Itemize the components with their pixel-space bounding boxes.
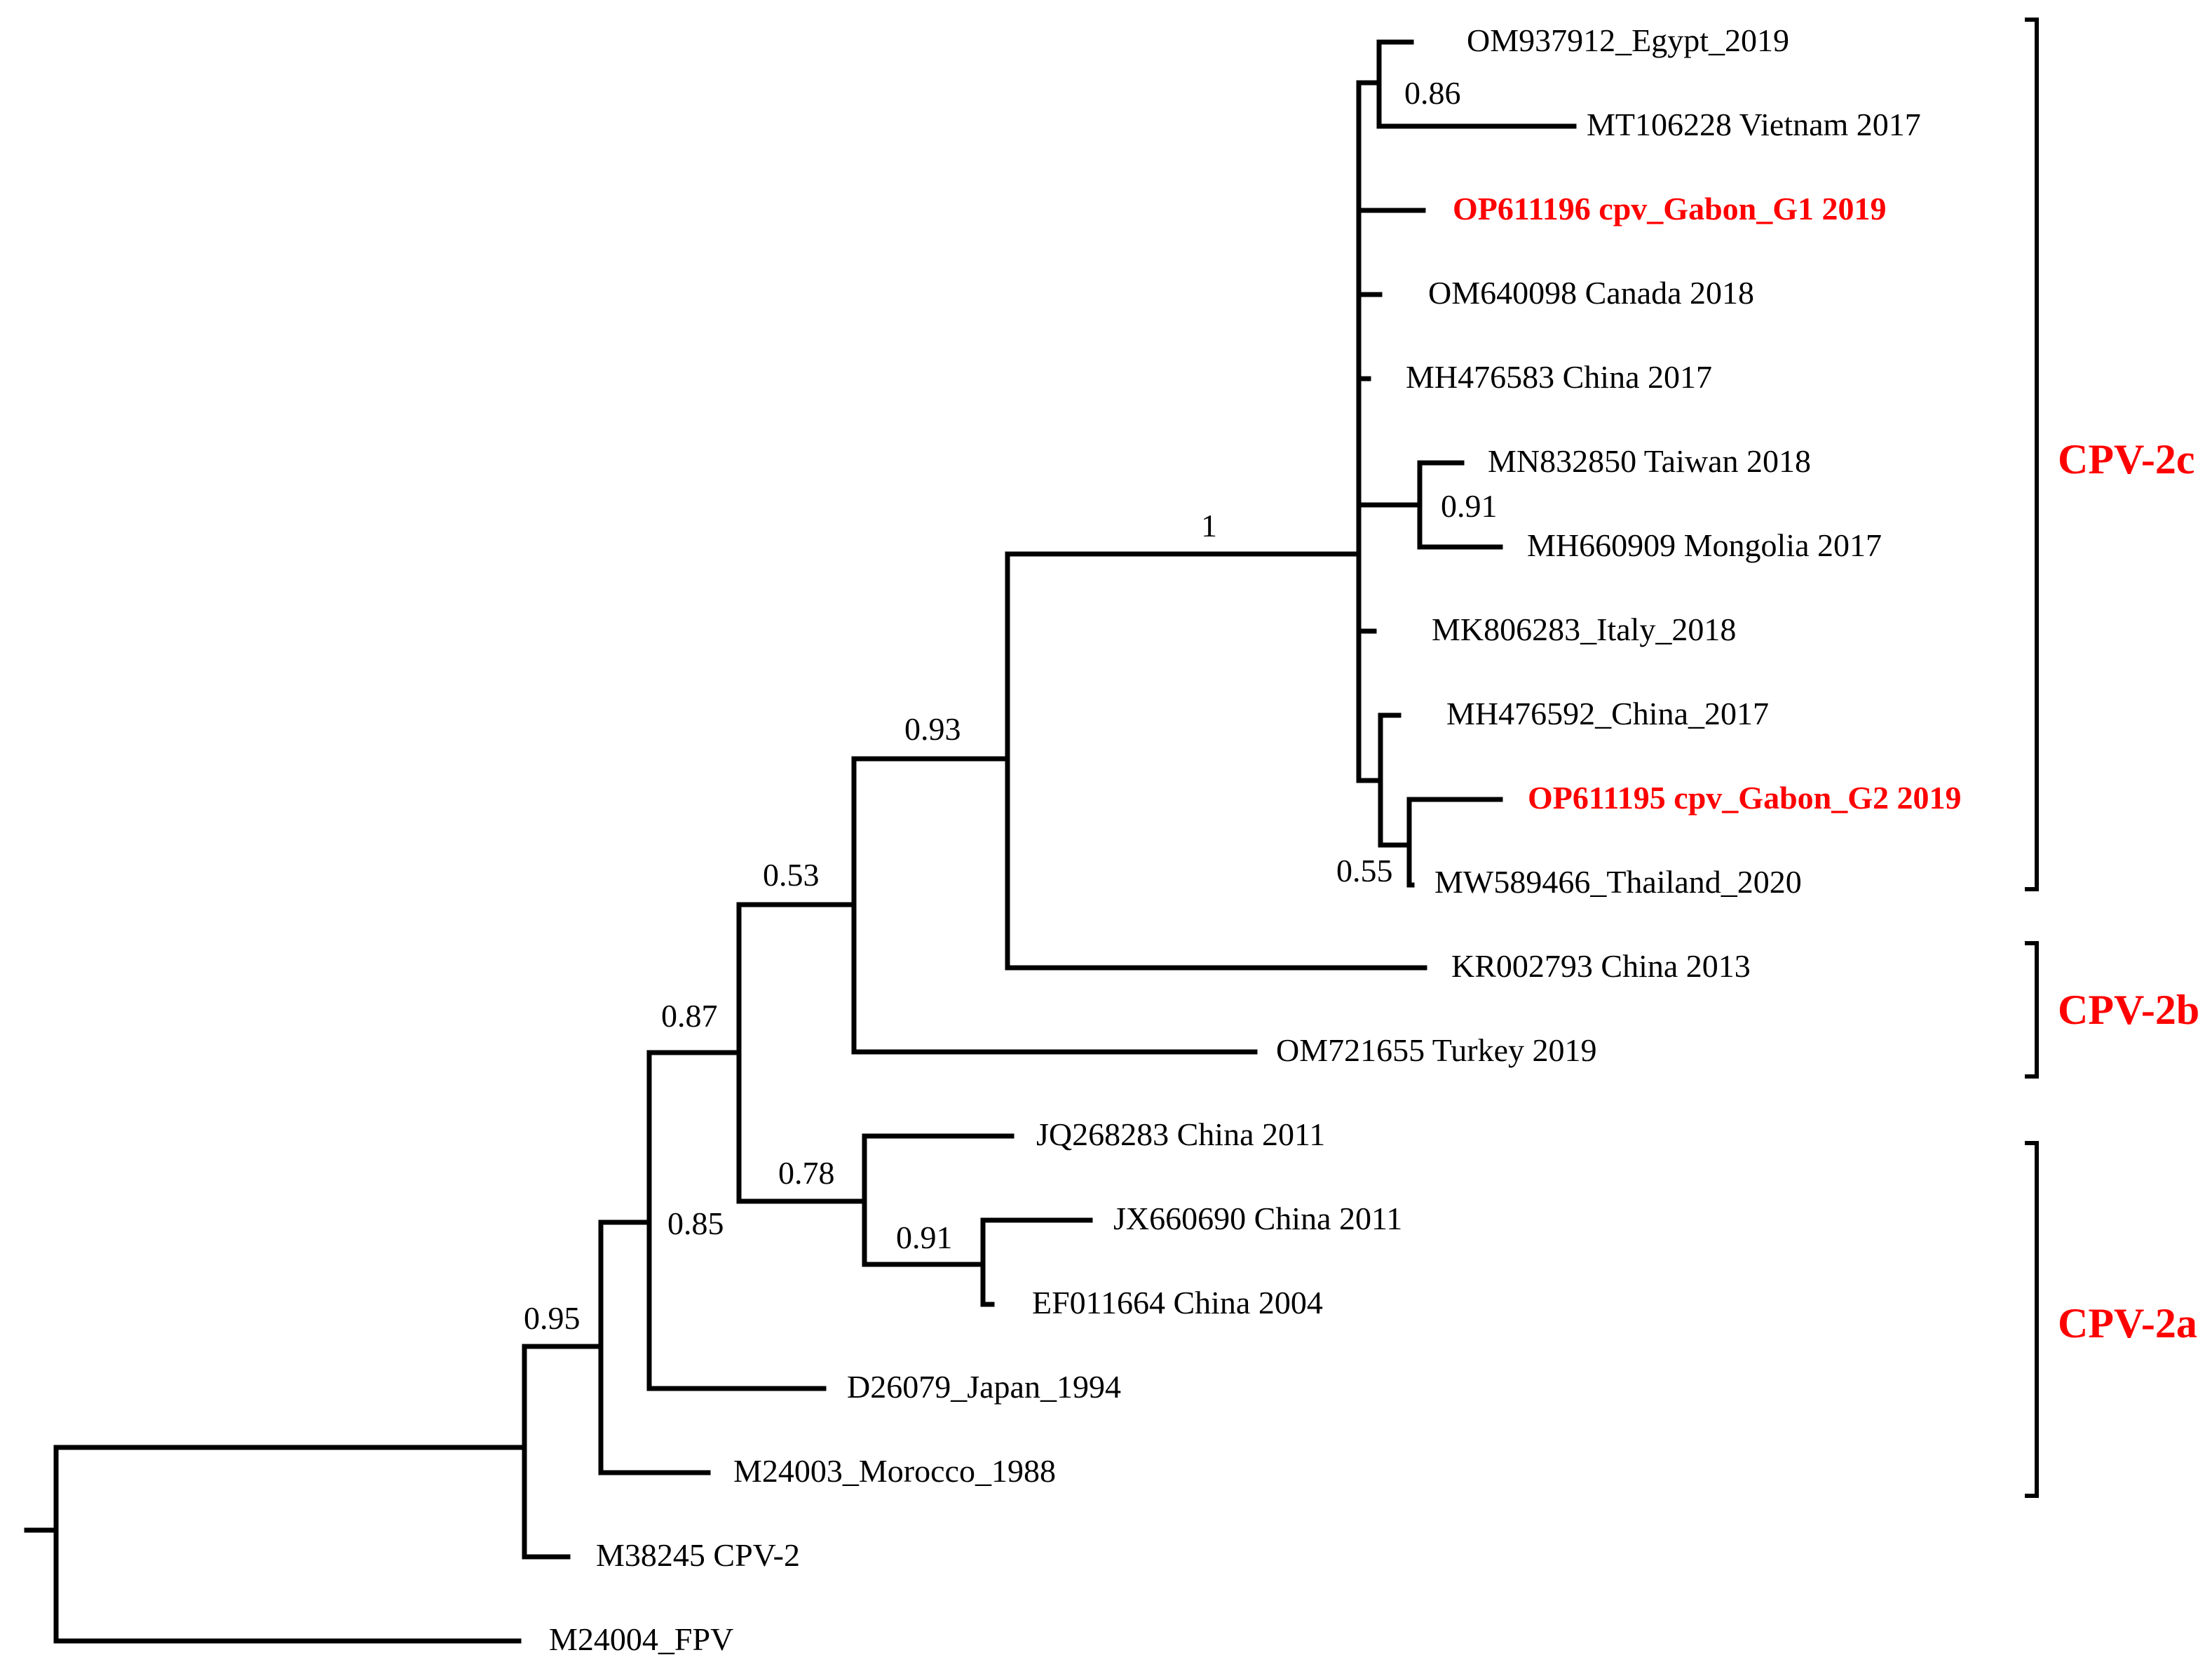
support-value: 0.91: [1441, 488, 1498, 524]
leaf-label: MT106228 Vietnam 2017: [1587, 107, 1921, 142]
leaf-label: OM721655 Turkey 2019: [1276, 1032, 1597, 1068]
leaf-label: D26079_Japan_1994: [847, 1369, 1121, 1405]
clade-labels: CPV-2c CPV-2b CPV-2a: [2058, 436, 2199, 1346]
leaf-label: JQ268283 China 2011: [1036, 1116, 1325, 1152]
leaf-label: EF011664 China 2004: [1032, 1285, 1323, 1320]
tree-branches: [24, 39, 1577, 1644]
support-value: 0.85: [667, 1205, 724, 1241]
leaf-label: M24003_Morocco_1988: [733, 1453, 1056, 1489]
bracket-cpv-2c: [2025, 18, 2039, 891]
clade-brackets: [2025, 18, 2039, 1498]
leaf-label-highlight: OP611195 cpv_Gabon_G2 2019: [1528, 780, 1962, 816]
leaf-label: KR002793 China 2013: [1451, 948, 1751, 984]
leaf-label: M38245 CPV-2: [596, 1537, 800, 1573]
leaf-label: MW589466_Thailand_2020: [1434, 864, 1802, 900]
clade-label-cpv-2a: CPV-2a: [2058, 1300, 2197, 1346]
bracket-cpv-2a: [2025, 1141, 2039, 1498]
clade-label-cpv-2b: CPV-2b: [2058, 987, 2199, 1033]
leaf-label: MK806283_Italy_2018: [1432, 612, 1736, 647]
support-value: 0.53: [763, 857, 820, 893]
support-values: 0.86 0.91 0.55 1 0.93 0.53 0.87 0.78 0.9…: [524, 75, 1498, 1336]
leaf-label: MH476583 China 2017: [1406, 359, 1712, 395]
leaf-label: OM937912_Egypt_2019: [1467, 22, 1789, 58]
support-value: 0.95: [524, 1300, 581, 1336]
leaf-labels: OM937912_Egypt_2019 MT106228 Vietnam 201…: [549, 22, 1962, 1657]
clade-label-cpv-2c: CPV-2c: [2058, 436, 2194, 482]
leaf-label: M24004_FPV: [549, 1621, 733, 1657]
support-value: 0.86: [1404, 75, 1461, 111]
support-value: 0.93: [904, 711, 961, 747]
bracket-cpv-2b: [2025, 941, 2039, 1079]
leaf-label: MH660909 Mongolia 2017: [1527, 527, 1882, 563]
support-value: 0.87: [661, 998, 718, 1034]
support-value: 1: [1201, 508, 1217, 543]
leaf-label-highlight: OP611196 cpv_Gabon_G1 2019: [1453, 191, 1887, 227]
support-value: 0.55: [1336, 853, 1393, 889]
support-value: 0.78: [778, 1155, 835, 1191]
leaf-label: MN832850 Taiwan 2018: [1488, 443, 1811, 479]
leaf-label: JX660690 China 2011: [1113, 1201, 1402, 1236]
leaf-label: OM640098 Canada 2018: [1428, 275, 1754, 311]
tree-connectors: [53, 39, 1423, 1644]
leaf-label: MH476592_China_2017: [1446, 696, 1769, 731]
support-value: 0.91: [896, 1220, 953, 1255]
